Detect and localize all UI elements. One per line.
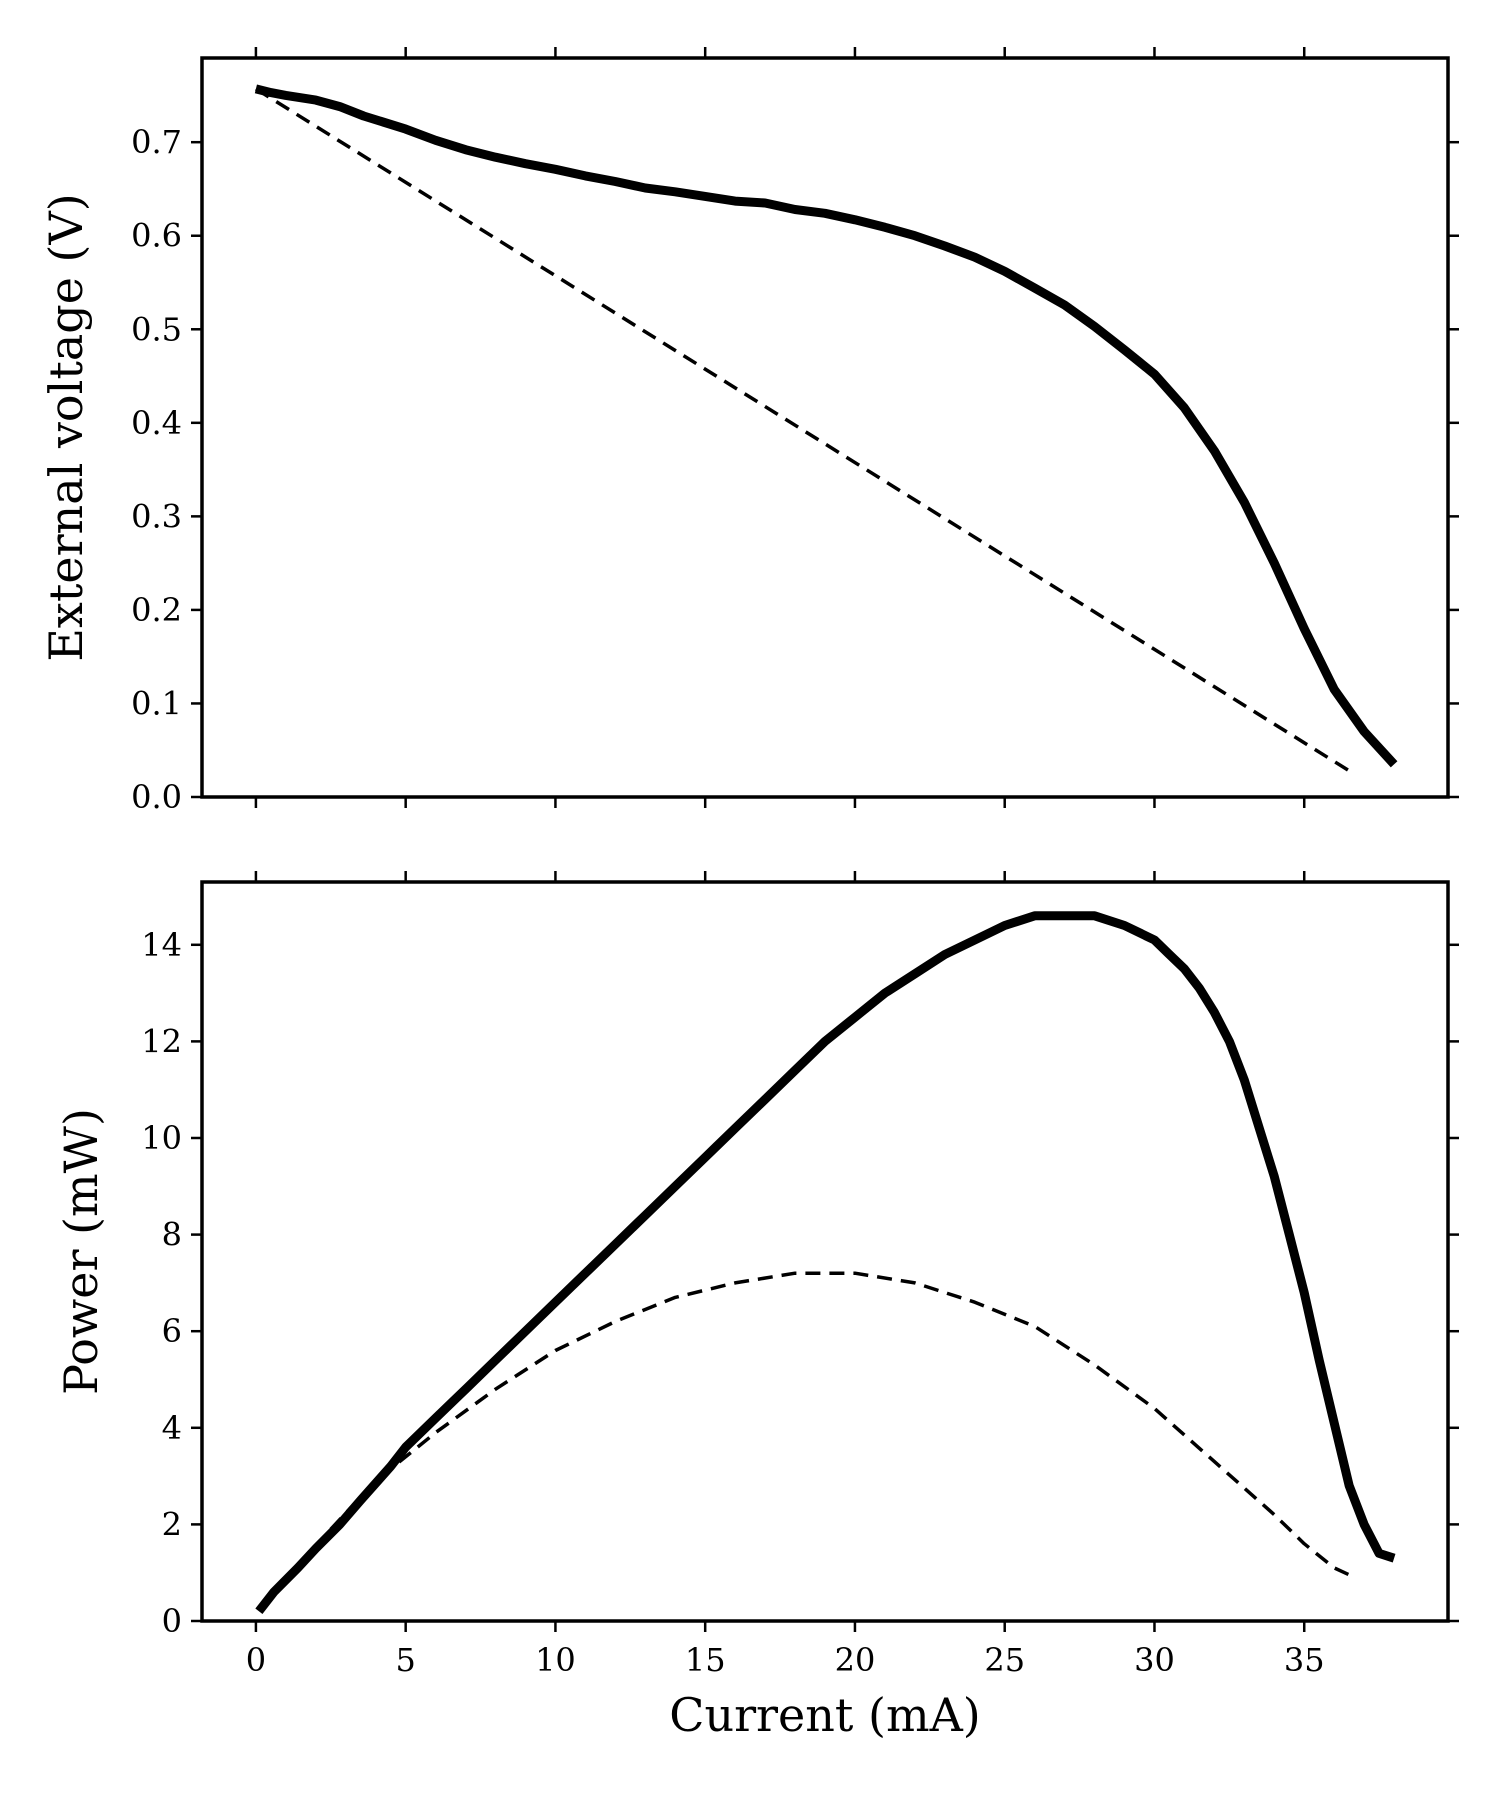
voltage-y-tick-label: 0.6: [131, 217, 182, 255]
power-y-axis-label: Power (mW): [54, 1108, 108, 1395]
voltage-y-tick-label: 0.2: [131, 591, 182, 629]
power-y-tick-label: 12: [141, 1022, 182, 1060]
voltage-series-dashed-line: [254, 87, 1357, 776]
power-x-tick-label: 5: [395, 1641, 415, 1679]
voltage-y-tick-label: 0.7: [131, 123, 182, 161]
voltage-y-tick-label: 0.4: [131, 404, 182, 442]
voltage-y-tick-label: 0.5: [131, 310, 182, 348]
power-y-tick-label: 0: [162, 1602, 182, 1640]
power-series-solid-line: [255, 911, 1396, 1615]
voltage-y-tick-label: 0.3: [131, 497, 182, 535]
power-y-tick-label: 4: [162, 1409, 182, 1447]
voltage-chart-frame: [200, 56, 1450, 799]
power-y-tick-label: 2: [162, 1505, 182, 1543]
power-chart-frame: [200, 880, 1450, 1623]
voltage-y-axis-label: External voltage (V): [39, 193, 93, 661]
current-x-axis-label: Current (mA): [669, 1688, 981, 1742]
power-x-tick-label: 35: [1284, 1641, 1325, 1679]
power-chart-panel: 0 2 4 6 8 10 12 14 0 5 10 15 20 25 30 35 Power (mW) Cur…: [54, 871, 1459, 1742]
voltage-series-solid-line: [254, 84, 1398, 768]
power-y-tick-label: 6: [162, 1312, 182, 1350]
voltage-chart-panel: 0.0 0.1 0.2 0.3 0.4 0.5 0.6 0.7 External voltag…: [39, 47, 1459, 816]
power-x-tick-label: 0: [246, 1641, 266, 1679]
power-x-tick-label: 20: [835, 1641, 876, 1679]
power-x-tick-label: 25: [984, 1641, 1025, 1679]
power-y-tick-label: 10: [141, 1119, 182, 1157]
power-series-dashed-line: [329, 1271, 1356, 1580]
power-x-tick-label: 30: [1134, 1641, 1175, 1679]
power-x-tick-label: 10: [535, 1641, 576, 1679]
voltage-y-tick-label: 0.1: [131, 684, 182, 722]
power-x-tick-label: 15: [685, 1641, 726, 1679]
voltage-y-tick-label: 0.0: [131, 778, 182, 816]
power-y-tick-label: 14: [141, 926, 182, 964]
power-y-tick-label: 8: [162, 1216, 182, 1254]
